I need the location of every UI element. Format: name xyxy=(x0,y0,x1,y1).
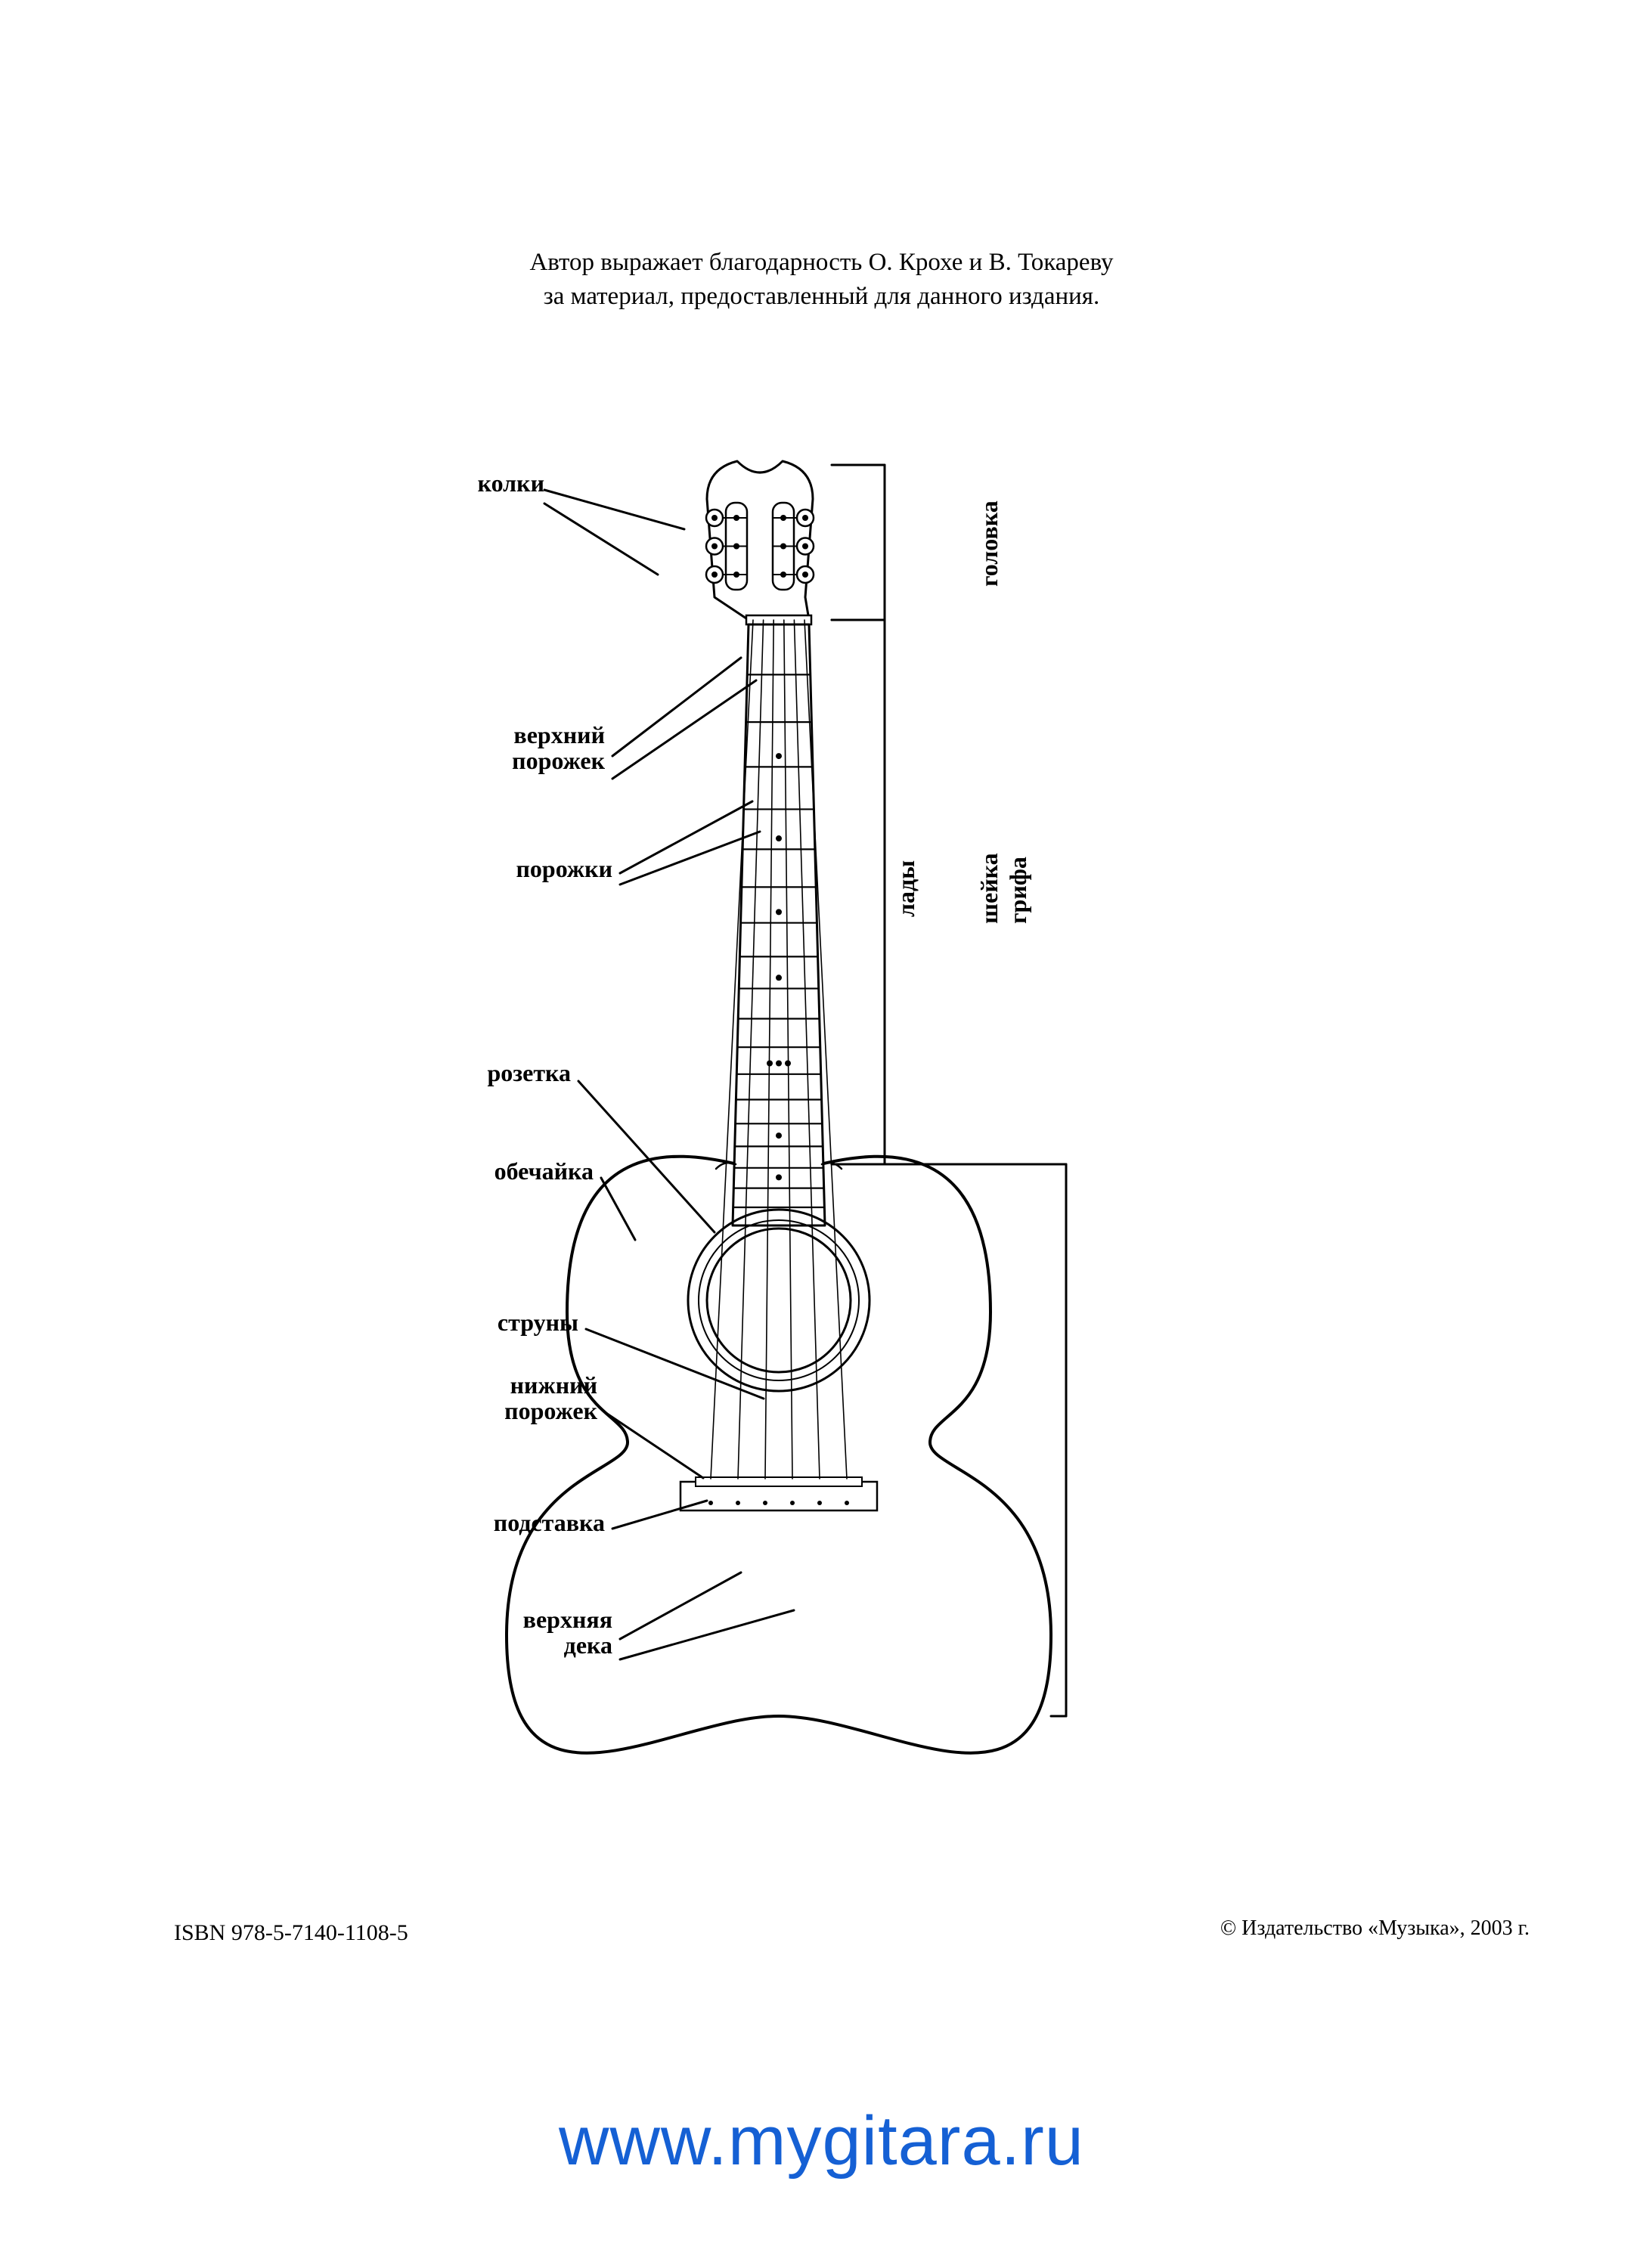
page: Автор выражает благодарность О. Крохе и … xyxy=(0,0,1643,2268)
label-kolki: колки xyxy=(0,471,544,497)
bracket-label-lady: лады xyxy=(892,860,920,917)
isbn-text: ISBN 978-5-7140-1108-5 xyxy=(174,1920,408,1946)
bracket-label-golovka: головка xyxy=(975,501,1003,587)
watermark-text: www.mygitara.ru xyxy=(559,2102,1084,2180)
label-podstav: подставка xyxy=(0,1510,605,1536)
label-verh_deka: верхняя дека xyxy=(0,1607,612,1658)
label-nizh_por: нижний порожек xyxy=(0,1373,597,1424)
label-porozhki: порожки xyxy=(0,857,612,882)
bracket-label-sheika: шейка xyxy=(975,853,1003,924)
bracket-label-sheika-1: грифа xyxy=(1004,857,1032,924)
watermark-link[interactable]: www.mygitara.ru xyxy=(0,2102,1643,2181)
label-verh_por: верхний порожек xyxy=(0,723,605,773)
label-obech: обечайка xyxy=(0,1159,594,1185)
label-rozetka: розетка xyxy=(0,1061,571,1086)
copyright-text: © Издательство «Музыка», 2003 г. xyxy=(1220,1916,1530,1941)
label-struny: струны xyxy=(0,1310,578,1336)
